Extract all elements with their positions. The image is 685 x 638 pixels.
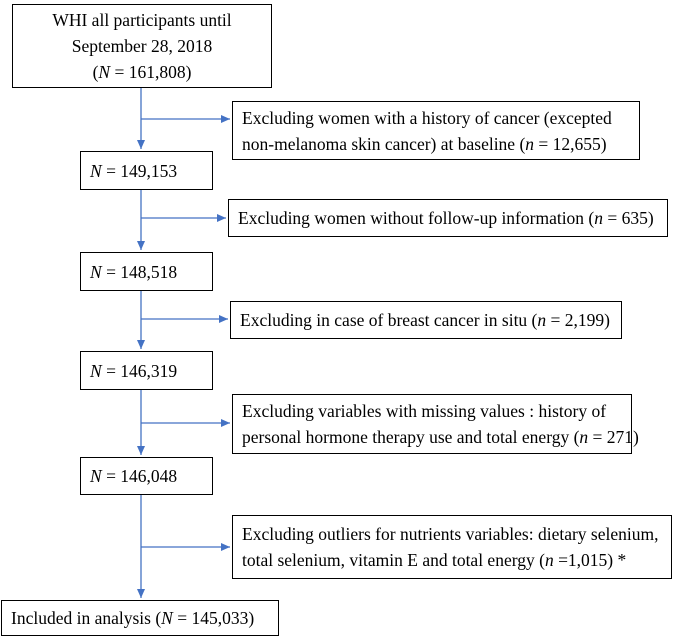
start-line-1: WHI all participants until: [52, 10, 232, 30]
exclusion-box-5: Excluding outliers for nutrients variabl…: [232, 515, 672, 579]
final-box: Included in analysis (N = 145,033): [1, 600, 279, 636]
exclusion-4-line-2: personal hormone therapy use and total e…: [242, 427, 639, 447]
exclusion-1-line-2: non-melanoma skin cancer) at baseline (n…: [242, 133, 607, 154]
count-box-1: N = 149,153: [80, 151, 213, 190]
exclusion-5-line-2: total selenium, vitamin E and total ener…: [242, 550, 627, 570]
exclusion-5-line-1: Excluding outliers for nutrients variabl…: [242, 524, 659, 544]
exclusion-box-1: Excluding women with a history of cancer…: [232, 101, 640, 160]
start-line-2: September 28, 2018: [71, 36, 213, 56]
exclusion-box-3: Excluding in case of breast cancer in si…: [230, 301, 622, 339]
start-box: WHI all participants until September 28,…: [12, 4, 272, 88]
exclusion-box-4: Excluding variables with missing values …: [232, 394, 639, 454]
count-box-4: N = 146,048: [80, 457, 213, 495]
exclusion-box-2: Excluding women without follow-up inform…: [228, 199, 668, 237]
exclusion-1-line-1: Excluding women with a history of cancer…: [242, 107, 612, 128]
count-box-3: N = 146,319: [80, 351, 213, 390]
count-box-2: N = 148,518: [80, 252, 213, 291]
start-count: (N = 161,808): [92, 62, 192, 82]
exclusion-4-line-1: Excluding variables with missing values …: [242, 401, 607, 421]
